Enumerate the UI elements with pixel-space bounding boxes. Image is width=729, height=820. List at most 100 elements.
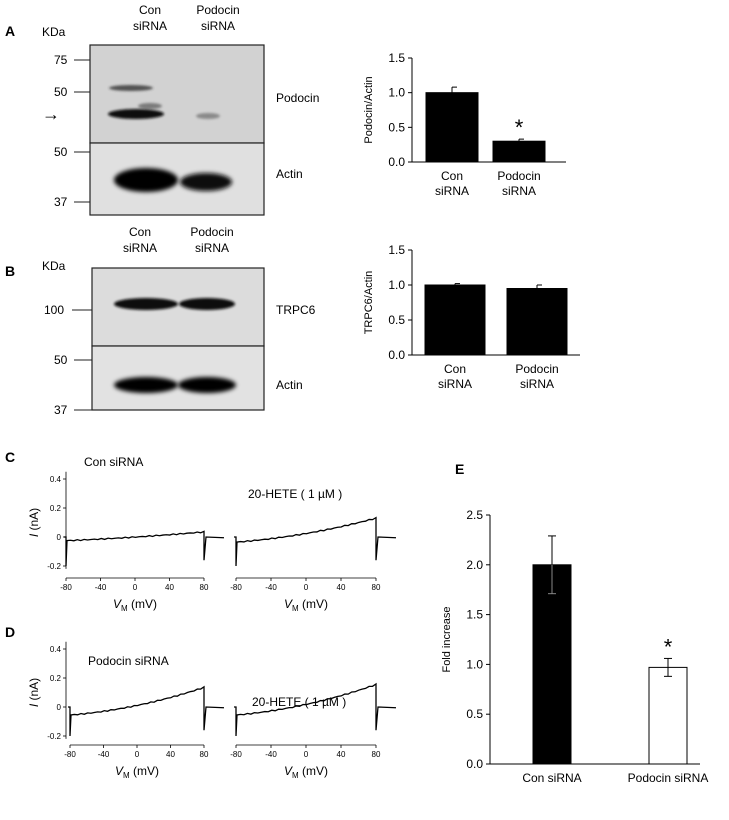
- y-axis-label: TRPC6/Actin: [363, 271, 375, 335]
- bar: [648, 666, 688, 765]
- category-label: Con: [444, 362, 466, 376]
- y-tick-label: -0.2: [47, 732, 61, 741]
- panel-label-e: E: [455, 461, 464, 477]
- y-tick-label: -0.2: [47, 562, 61, 571]
- blot-a-actin: [89, 142, 265, 216]
- current-trace: [234, 682, 397, 737]
- kda-label-b: KDa: [42, 259, 66, 273]
- category-label: Podocin: [515, 362, 558, 376]
- trace-panel-d: 0.4 0.2 0 -0.2 I (nA) -80 -40 0 40 80 VM (mV) -80 -4…: [27, 641, 397, 780]
- marker-37-b: 37: [54, 403, 68, 417]
- x-axis-label: VM (mV): [113, 597, 157, 613]
- lane-label-con-a-1: Con: [139, 3, 161, 17]
- current-trace: [68, 685, 225, 737]
- x-tick-label: 80: [200, 750, 209, 759]
- marker-37-a: 37: [54, 195, 68, 209]
- band-label-podocin: Podocin: [276, 91, 319, 105]
- y-tick-label: 2.5: [466, 508, 483, 522]
- bar-chart-e: 0.0 0.5 1.0 1.5 2.0 2.5 Fold increase Con siRNA…: [441, 508, 708, 785]
- panel-label-a: A: [5, 23, 15, 39]
- y-tick-label: 1.5: [466, 608, 483, 622]
- x-tick-label: -40: [265, 583, 277, 592]
- current-trace: [234, 516, 397, 567]
- x-tick-label: -40: [98, 750, 110, 759]
- significance-star: *: [515, 115, 524, 140]
- x-tick-label: -80: [230, 750, 242, 759]
- band-label-actin-b: Actin: [276, 378, 303, 392]
- x-tick-label: 40: [337, 583, 346, 592]
- significance-star: *: [664, 634, 673, 659]
- y-tick-label: 0.2: [50, 504, 62, 513]
- kda-label-a: KDa: [42, 25, 66, 39]
- marker-100: 100: [44, 303, 64, 317]
- y-tick-label: 0.0: [388, 155, 405, 169]
- panel-label-b: B: [5, 263, 15, 279]
- x-tick-label: 0: [304, 583, 309, 592]
- category-label: Podocin: [497, 169, 540, 183]
- category-label: Podocin siRNA: [628, 771, 709, 785]
- x-tick-label: 0: [304, 750, 309, 759]
- x-tick-label: 40: [166, 750, 175, 759]
- y-tick-label: 1.5: [388, 243, 405, 257]
- lane-label-podocin-b-1: Podocin: [190, 225, 233, 239]
- x-tick-label: 0: [135, 750, 140, 759]
- trace-panel-c: 0.4 0.2 0 -0.2 I (nA) -80 -40 0 40 80 VM (mV) -80 -4…: [27, 471, 397, 613]
- panel-label-d: D: [5, 624, 15, 640]
- y-tick-label: 0.5: [388, 120, 405, 134]
- bar-chart-b: 0.00.51.01.5TRPC6/ActinConsiRNAPodocinsi…: [363, 243, 580, 391]
- lane-label-podocin-a-1: Podocin: [196, 3, 239, 17]
- bar: [506, 288, 568, 356]
- trace-c-label: Con siRNA: [84, 455, 143, 469]
- x-tick-label: -40: [95, 583, 107, 592]
- y-tick-label: 1.0: [388, 86, 405, 100]
- x-tick-label: 0: [133, 583, 138, 592]
- lane-label-podocin-a-2: siRNA: [201, 19, 235, 33]
- y-tick-label: 0: [57, 533, 62, 542]
- y-tick-label: 0.4: [50, 645, 62, 654]
- y-tick-label: 1.0: [466, 657, 483, 671]
- y-tick-label: 0.0: [388, 348, 405, 362]
- bar: [492, 140, 546, 163]
- y-tick-label: 1.5: [388, 51, 405, 65]
- marker-50-b: 50: [54, 353, 68, 367]
- x-tick-label: -80: [60, 583, 72, 592]
- x-tick-label: -80: [230, 583, 242, 592]
- y-tick-label: 0.0: [466, 757, 483, 771]
- x-tick-label: 80: [200, 583, 209, 592]
- y-axis-label: I (nA): [27, 678, 41, 707]
- band-label-trpc6: TRPC6: [276, 303, 316, 317]
- y-axis-label: I (nA): [27, 508, 41, 537]
- band-label-actin-a: Actin: [276, 167, 303, 181]
- x-tick-label: 80: [372, 583, 381, 592]
- y-tick-label: 0.5: [466, 707, 483, 721]
- bar: [424, 284, 486, 356]
- category-label: siRNA: [502, 184, 536, 198]
- blot-b-trpc6: [91, 267, 265, 347]
- y-tick-label: 0.5: [388, 313, 405, 327]
- y-tick-label: 2.0: [466, 558, 483, 572]
- y-tick-label: 0.2: [50, 674, 62, 683]
- x-tick-label: 40: [165, 583, 174, 592]
- trace-c-drug-label: 20-HETE ( 1 µM ): [248, 487, 342, 501]
- marker-50-a1: 50: [54, 85, 68, 99]
- y-axis-label: Fold increase: [441, 606, 453, 672]
- lane-label-con-b-1: Con: [129, 225, 151, 239]
- lane-label-con-a-2: siRNA: [133, 19, 167, 33]
- trace-d-drug-label: 20-HETE ( 1 µM ): [252, 695, 346, 709]
- marker-50-a2: 50: [54, 145, 68, 159]
- category-label: Con: [441, 169, 463, 183]
- category-label: siRNA: [438, 377, 472, 391]
- x-tick-label: 40: [337, 750, 346, 759]
- bar: [425, 92, 479, 163]
- bar: [532, 564, 572, 765]
- current-trace: [64, 530, 225, 567]
- arrow-icon: →: [42, 104, 60, 124]
- panel-label-c: C: [5, 449, 15, 465]
- lane-label-con-b-2: siRNA: [123, 241, 157, 255]
- lane-label-podocin-b-2: siRNA: [195, 241, 229, 255]
- category-label: siRNA: [435, 184, 469, 198]
- category-label: siRNA: [520, 377, 554, 391]
- x-tick-label: -40: [265, 750, 277, 759]
- y-tick-label: 0: [57, 703, 62, 712]
